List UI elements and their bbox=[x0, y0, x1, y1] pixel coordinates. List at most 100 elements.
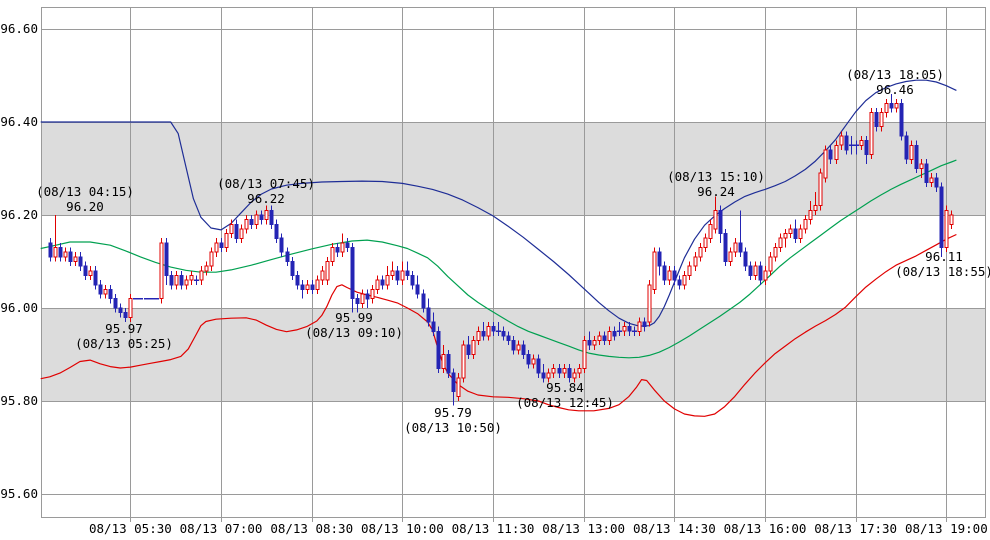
candle-body bbox=[758, 265, 763, 281]
candle-body bbox=[823, 149, 828, 179]
candle-body bbox=[441, 354, 446, 369]
candle-body bbox=[778, 237, 783, 248]
annotation-text: 95.97 bbox=[105, 321, 143, 336]
candle-body bbox=[269, 209, 274, 225]
grid bbox=[41, 7, 986, 522]
candle-body bbox=[929, 177, 934, 184]
candle-body bbox=[118, 307, 123, 314]
candle-body bbox=[254, 214, 259, 225]
annotation-text: 95.99 bbox=[335, 310, 373, 325]
y-tick-label: 95.80 bbox=[0, 393, 38, 408]
candle-body bbox=[506, 335, 511, 341]
candle-body bbox=[531, 358, 536, 365]
candle-body bbox=[763, 270, 768, 281]
candle-body bbox=[78, 256, 83, 267]
candle-body bbox=[672, 270, 677, 281]
candle-body bbox=[355, 298, 360, 304]
candle-body bbox=[380, 279, 385, 286]
candle-body bbox=[189, 275, 194, 281]
candle-body bbox=[159, 242, 164, 300]
candle-body bbox=[501, 330, 506, 337]
shaded-band bbox=[41, 122, 986, 215]
candle-body bbox=[345, 242, 350, 249]
plot-border bbox=[41, 7, 986, 518]
candle-body bbox=[577, 367, 582, 374]
candle-body bbox=[73, 256, 78, 263]
candle-body bbox=[949, 214, 954, 225]
candle-body bbox=[320, 270, 325, 281]
candle-body bbox=[818, 172, 823, 207]
candle-body bbox=[184, 279, 189, 286]
candle-body bbox=[53, 247, 58, 258]
y-tick-label: 96.60 bbox=[0, 21, 38, 36]
candle-body bbox=[753, 265, 758, 276]
candle-body bbox=[405, 270, 410, 276]
candle-body bbox=[486, 326, 491, 337]
candle-body bbox=[536, 358, 541, 374]
candle-body bbox=[108, 288, 113, 300]
band-middle-line bbox=[40, 159, 957, 359]
candle-body bbox=[83, 265, 88, 276]
x-tick-label: 08/13 14:30 bbox=[633, 521, 716, 536]
candle-body bbox=[456, 377, 461, 397]
candle-body bbox=[557, 367, 562, 374]
candle-body bbox=[365, 293, 370, 300]
candle-body bbox=[415, 284, 420, 295]
candle-body bbox=[909, 144, 914, 160]
candle-body bbox=[239, 228, 244, 239]
candle-body bbox=[612, 330, 617, 337]
candle-body bbox=[446, 354, 451, 374]
candle-body bbox=[58, 247, 63, 258]
candle-body bbox=[88, 270, 93, 276]
candle-body bbox=[597, 335, 602, 341]
candle-body bbox=[919, 163, 924, 170]
candle-body bbox=[315, 279, 320, 290]
candle-body bbox=[733, 242, 738, 253]
x-tick-label: 08/13 16:00 bbox=[724, 521, 807, 536]
candle-body bbox=[602, 335, 607, 341]
candle-body bbox=[899, 102, 904, 137]
candle-body bbox=[330, 247, 335, 263]
candle-body bbox=[914, 144, 919, 170]
candle-body bbox=[773, 247, 778, 258]
candle-body bbox=[546, 372, 551, 379]
candle-body bbox=[798, 228, 803, 239]
candle-body bbox=[164, 242, 169, 276]
candle-body bbox=[113, 298, 118, 309]
candle-body bbox=[466, 344, 471, 356]
candle-body bbox=[310, 284, 315, 290]
x-tick-label: 08/13 13:00 bbox=[542, 521, 625, 536]
candle-body bbox=[652, 251, 657, 290]
candle-body bbox=[682, 275, 687, 286]
annotation-text: (08/13 04:15) bbox=[36, 184, 134, 199]
candle-body bbox=[305, 284, 310, 290]
candle-body bbox=[68, 251, 73, 262]
candle-body bbox=[436, 330, 441, 369]
candle-body bbox=[788, 228, 793, 235]
candle-body bbox=[199, 270, 204, 281]
candle-body bbox=[879, 112, 884, 128]
candle-body bbox=[551, 367, 556, 374]
candle-body bbox=[924, 163, 929, 183]
candle-body bbox=[647, 284, 652, 323]
candle-body bbox=[657, 251, 662, 267]
candle-body bbox=[718, 209, 723, 235]
candle-body bbox=[713, 209, 718, 230]
candle-body bbox=[642, 321, 647, 328]
candle-body bbox=[421, 293, 426, 309]
band-lower-line bbox=[40, 233, 957, 417]
candle-body bbox=[179, 275, 184, 286]
candle-body bbox=[738, 242, 743, 253]
candle-body bbox=[526, 354, 531, 365]
candle-body bbox=[219, 242, 224, 249]
candle-body bbox=[511, 340, 516, 351]
y-tick-label: 96.40 bbox=[0, 114, 38, 129]
candles bbox=[48, 94, 954, 406]
candle-body bbox=[884, 102, 889, 114]
annotation-text: (08/13 18:55) bbox=[895, 264, 990, 279]
candle-body bbox=[743, 251, 748, 267]
candle-body bbox=[209, 251, 214, 267]
candle-body bbox=[944, 209, 949, 249]
candle-body bbox=[63, 251, 68, 258]
